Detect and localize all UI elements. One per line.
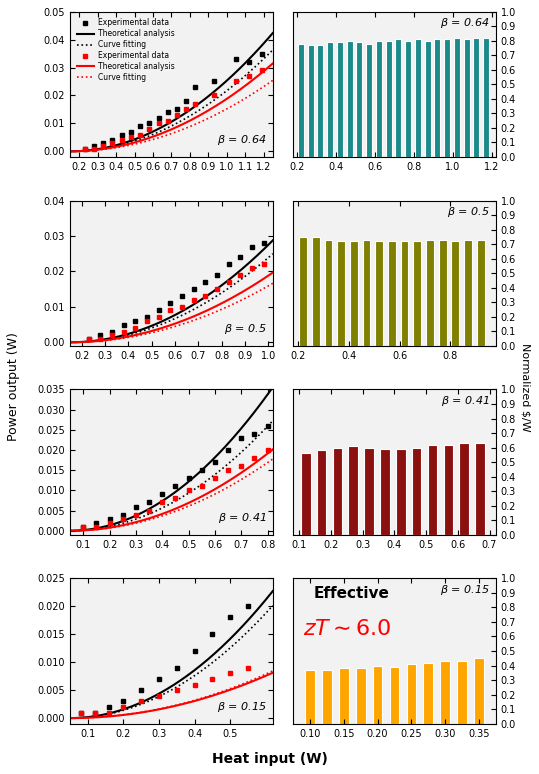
Bar — [301, 454, 310, 535]
Bar — [444, 39, 450, 157]
Bar — [298, 43, 304, 157]
Bar — [349, 446, 358, 535]
Bar — [401, 241, 409, 346]
Bar — [317, 45, 323, 157]
Bar — [305, 670, 315, 724]
Bar — [366, 43, 372, 157]
Text: $zT{\sim}6.0$: $zT{\sim}6.0$ — [303, 619, 392, 639]
Bar — [459, 444, 469, 535]
Bar — [333, 447, 342, 535]
Bar — [444, 445, 453, 535]
Bar — [474, 659, 484, 724]
Bar — [413, 241, 421, 346]
Bar — [428, 445, 437, 535]
Bar — [475, 444, 485, 535]
Bar — [356, 42, 362, 157]
Bar — [396, 449, 406, 535]
Bar — [439, 240, 446, 346]
Bar — [299, 237, 307, 346]
Bar — [347, 41, 353, 157]
Bar — [424, 663, 433, 724]
Bar — [386, 41, 392, 157]
Bar — [337, 241, 345, 346]
Bar — [412, 447, 421, 535]
Bar — [434, 39, 440, 157]
Bar — [356, 669, 365, 724]
Bar — [308, 45, 314, 157]
Text: $\beta$ = 0.15: $\beta$ = 0.15 — [440, 583, 490, 597]
Bar — [337, 42, 343, 157]
Bar — [339, 669, 349, 724]
Bar — [457, 661, 467, 724]
Bar — [376, 41, 382, 157]
Bar — [390, 667, 399, 724]
Bar — [440, 661, 450, 724]
Bar — [426, 240, 434, 346]
Text: $\beta$ = 0.64: $\beta$ = 0.64 — [440, 16, 490, 30]
Bar — [327, 42, 333, 157]
Text: $\beta$ = 0.64: $\beta$ = 0.64 — [217, 133, 267, 147]
Bar — [380, 449, 390, 535]
Bar — [363, 240, 370, 346]
Bar — [376, 241, 383, 346]
Text: Heat input (W): Heat input (W) — [212, 752, 327, 766]
Bar — [464, 39, 469, 157]
Bar — [364, 447, 374, 535]
Bar — [317, 450, 327, 535]
Bar — [425, 41, 431, 157]
Bar — [324, 240, 333, 346]
Bar — [396, 39, 402, 157]
Text: $\beta$ = 0.41: $\beta$ = 0.41 — [218, 511, 267, 525]
Text: $\beta$ = 0.5: $\beta$ = 0.5 — [447, 205, 490, 219]
Bar — [405, 41, 411, 157]
Text: $\beta$ = 0.5: $\beta$ = 0.5 — [224, 322, 267, 336]
Text: $\beta$ = 0.15: $\beta$ = 0.15 — [217, 700, 267, 714]
Text: Power output (W): Power output (W) — [7, 333, 20, 441]
Bar — [473, 38, 479, 157]
Legend: Experimental data, Theoretical analysis, Curve fitting, Experimental data, Theor: Experimental data, Theoretical analysis,… — [74, 15, 177, 85]
Bar — [483, 38, 489, 157]
Bar — [406, 664, 416, 724]
Bar — [388, 241, 396, 346]
Text: Effective: Effective — [313, 586, 389, 601]
Bar — [452, 241, 459, 346]
Bar — [322, 670, 332, 724]
Text: Normalized $/W: Normalized $/W — [521, 343, 530, 431]
Bar — [350, 241, 358, 346]
Bar — [373, 666, 383, 724]
Bar — [477, 240, 485, 346]
Bar — [312, 237, 320, 346]
Bar — [464, 240, 472, 346]
Bar — [415, 39, 421, 157]
Bar — [454, 38, 460, 157]
Text: $\beta$ = 0.41: $\beta$ = 0.41 — [441, 394, 490, 408]
